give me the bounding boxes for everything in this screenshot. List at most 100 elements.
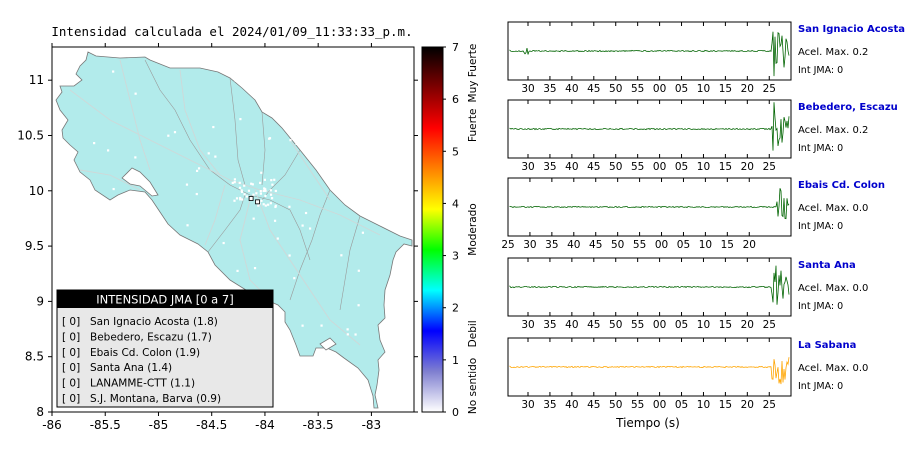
town-dot	[134, 92, 137, 95]
time-tick-label: 40	[567, 239, 580, 251]
town-dot	[243, 184, 246, 187]
lat-axis: 11 10.5 10 9.5 9 8.5 8	[17, 73, 418, 419]
time-tick-label: 10	[697, 161, 710, 173]
map-frame	[51, 46, 415, 413]
town-dot	[212, 125, 215, 129]
time-tick-label: 15	[721, 239, 734, 251]
jma-intensity: Int JMA: 0	[798, 65, 843, 76]
time-tick-label: 00	[653, 399, 666, 411]
town-dot	[326, 140, 330, 143]
lon-tick-label: -86	[42, 418, 62, 432]
town-dot	[185, 183, 189, 186]
town-dot	[233, 199, 236, 202]
time-tick-label: 00	[655, 239, 668, 251]
town-dot	[93, 142, 96, 145]
colorbar-category-label: No sentido	[467, 358, 479, 414]
time-tick-label: 30	[523, 239, 536, 251]
town-dot	[112, 70, 115, 73]
town-dot	[112, 187, 115, 191]
town-dot	[274, 205, 277, 209]
max-acceleration: Acel. Max. 0.2	[798, 125, 868, 136]
town-dot	[276, 237, 279, 240]
time-tick-label: 40	[565, 83, 578, 95]
time-tick-label: 50	[609, 399, 622, 411]
colorbar-gradient	[421, 46, 444, 413]
map-title: Intensidad calculada el 2024/01/09_11:33…	[51, 24, 412, 39]
time-tick-label: 00	[653, 319, 666, 331]
town-dot	[273, 219, 277, 222]
trace-panel: 30 35 40 45 50 55 00 05 10 15 20 25 La Sabana Acel. M…	[507, 337, 868, 411]
town-dot	[288, 254, 291, 257]
time-tick-label: 45	[587, 319, 600, 331]
time-tick-label: 30	[521, 399, 534, 411]
town-dot	[222, 241, 225, 245]
town-dot	[270, 197, 274, 200]
time-tick-label: 10	[697, 83, 710, 95]
town-dot	[259, 181, 262, 184]
town-dot	[292, 85, 295, 88]
lat-tick-label: 10	[29, 184, 44, 198]
time-tick-label: 45	[587, 399, 600, 411]
time-tick-label: 40	[565, 399, 578, 411]
town-dot	[340, 254, 343, 257]
trace-panel: 30 35 40 45 50 55 00 05 10 15 20 25 Santa Ana Acel. M…	[507, 257, 868, 331]
town-dot	[257, 204, 260, 207]
town-dot	[262, 189, 265, 193]
waveform-line	[509, 31, 790, 77]
town-dot	[233, 181, 236, 184]
town-dot	[243, 193, 246, 196]
time-tick-label: 40	[565, 319, 578, 331]
time-tick-label: 25	[763, 399, 776, 411]
town-dot	[274, 189, 277, 193]
town-dot	[264, 189, 267, 192]
time-tick-label: 15	[719, 399, 732, 411]
max-acceleration: Acel. Max. 0.0	[798, 203, 868, 214]
town-dot	[207, 152, 210, 155]
time-tick-label: 40	[565, 161, 578, 173]
time-tick-label: 10	[697, 319, 710, 331]
time-tick-label: 55	[631, 399, 644, 411]
town-dot	[107, 149, 110, 152]
nicoya-gulf	[121, 167, 159, 197]
lat-tick-label: 9.5	[25, 239, 44, 253]
time-tick-label: 30	[521, 83, 534, 95]
station-markers	[248, 196, 260, 205]
colorbar-tick-label: 1	[452, 354, 459, 367]
time-tick-label: 50	[609, 319, 622, 331]
legend-header	[57, 290, 273, 308]
town-dot	[240, 190, 244, 193]
time-tick-label: 15	[719, 161, 732, 173]
legend-item-label: Santa Ana (1.4)	[90, 362, 172, 374]
town-dot	[304, 211, 308, 215]
time-tick-label: 50	[609, 83, 622, 95]
town-dot	[274, 204, 277, 207]
town-dot	[273, 111, 276, 115]
colorbar-category-label: Moderado	[467, 203, 479, 255]
station-name: Bebedero, Escazu	[798, 102, 898, 113]
town-dot	[289, 139, 292, 142]
costa-rica-land	[55, 51, 413, 409]
town-dot	[357, 269, 360, 272]
town-dot	[167, 134, 170, 137]
town-dot	[241, 198, 244, 201]
town-dot	[263, 178, 266, 181]
time-tick-label: 45	[587, 161, 600, 173]
time-tick-label: 25	[763, 83, 776, 95]
town-dot	[260, 171, 263, 174]
colorbar: 0 1 2 3 4 5 6 7 No sentido Debil Moderado Fuerte Mu…	[421, 41, 479, 419]
town-dot	[255, 192, 258, 195]
town-dot	[214, 155, 217, 158]
town-dot	[262, 203, 265, 206]
town-dot	[308, 227, 312, 230]
colorbar-tick-label: 2	[452, 302, 459, 315]
colorbar-category-label: Muy Fuerte	[467, 44, 479, 103]
lon-tick-label: -85.5	[90, 418, 121, 432]
town-dot	[353, 85, 356, 89]
legend-item-label: Ebais Cd. Colon (1.9)	[90, 347, 200, 359]
station-name: San Ignacio Acosta	[798, 24, 905, 35]
town-dot	[288, 205, 291, 208]
town-dot	[362, 185, 365, 188]
legend-frame	[56, 289, 274, 408]
legend-item-value: [ 0]	[62, 316, 80, 328]
legend-item-value: [ 0]	[62, 378, 80, 390]
